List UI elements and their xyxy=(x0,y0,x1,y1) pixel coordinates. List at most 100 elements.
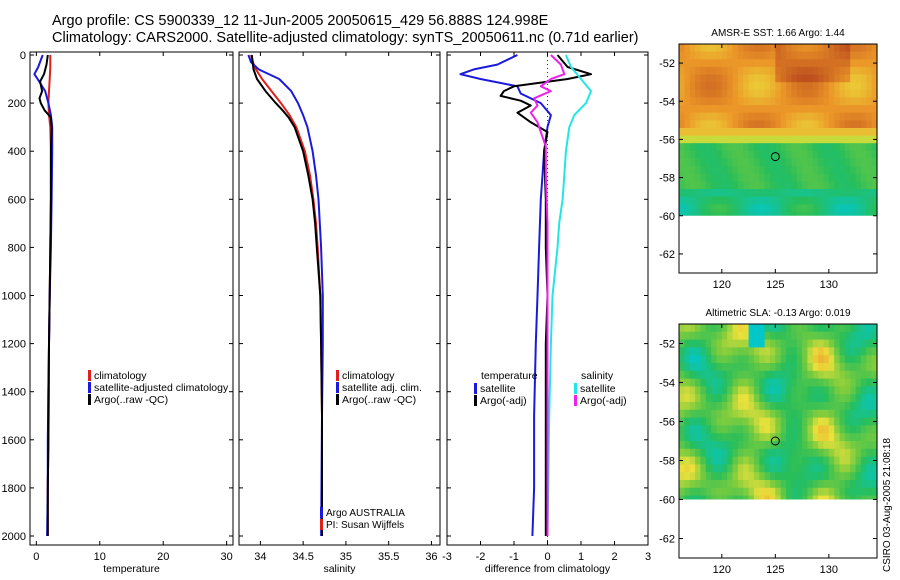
heatmap-cell xyxy=(796,196,803,205)
heatmap-cell xyxy=(834,417,841,426)
heatmap-cell xyxy=(743,166,750,175)
heatmap-cell xyxy=(866,480,873,489)
heatmap-cell xyxy=(850,433,857,442)
heatmap-cell xyxy=(721,189,728,198)
heatmap-cell xyxy=(732,425,739,434)
heatmap-cell xyxy=(743,370,750,380)
y-tick-label: -56 xyxy=(659,417,675,429)
heatmap-cell xyxy=(775,472,782,481)
heatmap-cell xyxy=(855,189,862,198)
heatmap-cell xyxy=(689,204,696,213)
heatmap-cell xyxy=(700,150,707,160)
heatmap-cell xyxy=(780,456,787,465)
heatmap-cell xyxy=(850,143,857,152)
legend-swatch xyxy=(336,370,339,381)
heatmap-cell xyxy=(818,196,825,205)
heatmap-cell xyxy=(695,464,702,473)
heatmap-cell xyxy=(700,173,707,182)
heatmap-cell xyxy=(823,386,830,395)
heatmap-cell xyxy=(860,370,867,380)
heatmap-cell xyxy=(823,331,830,341)
heatmap-cell xyxy=(860,363,867,372)
heatmap-cell xyxy=(834,347,841,356)
heatmap-cell xyxy=(770,120,776,129)
heatmap-cell xyxy=(780,433,787,442)
heatmap-cell xyxy=(796,417,803,426)
heatmap-cell xyxy=(679,324,685,333)
heatmap-cell xyxy=(679,196,685,205)
heatmap-cell xyxy=(812,448,819,458)
heatmap-cell xyxy=(871,143,878,152)
heatmap-cell xyxy=(737,44,744,53)
heatmap-cell xyxy=(753,324,760,333)
heatmap-cell xyxy=(807,394,814,403)
heatmap-cell xyxy=(802,339,809,348)
heatmap-cell xyxy=(732,82,739,91)
heatmap-cell xyxy=(748,347,755,356)
heatmap-cell xyxy=(844,441,851,450)
heatmap-cell xyxy=(850,480,857,489)
x-tick-label: 0 xyxy=(544,551,550,563)
heatmap-cell xyxy=(721,82,728,91)
heatmap-cell xyxy=(807,66,814,76)
heatmap-cell xyxy=(839,166,846,175)
heatmap-cell xyxy=(759,355,766,364)
heatmap-cell xyxy=(700,448,707,458)
heatmap-cell xyxy=(684,394,691,403)
heatmap-cell xyxy=(866,82,873,91)
heatmap-cell xyxy=(711,120,718,129)
heatmap-cell xyxy=(802,355,809,364)
y-tick-label: -56 xyxy=(659,134,675,146)
heatmap-cell xyxy=(727,378,734,387)
heatmap-cell xyxy=(828,112,835,121)
heatmap-cell xyxy=(780,331,787,341)
heatmap-cell xyxy=(860,44,867,53)
heatmap-cell xyxy=(796,44,803,53)
heatmap-cell xyxy=(743,347,750,356)
heatmap-cell xyxy=(743,464,750,473)
heatmap-cell xyxy=(823,402,830,411)
heatmap-cell xyxy=(834,97,841,106)
heatmap-cell xyxy=(812,196,819,205)
heatmap-cell xyxy=(839,386,846,395)
heatmap-cell xyxy=(866,189,873,198)
heatmap-cell xyxy=(839,44,846,53)
heatmap-cell xyxy=(802,456,809,465)
heatmap-cell xyxy=(732,181,739,190)
heatmap-cell xyxy=(818,324,825,333)
heatmap-cell xyxy=(753,97,760,106)
heatmap-cell xyxy=(759,173,766,182)
heatmap-cell xyxy=(721,181,728,190)
heatmap-cell xyxy=(721,433,728,442)
heatmap-cell xyxy=(807,378,814,387)
heatmap-cell xyxy=(748,112,755,121)
heatmap-cell xyxy=(732,59,739,68)
heatmap-cell xyxy=(796,89,803,98)
heatmap-cell xyxy=(743,143,750,152)
heatmap-cell xyxy=(866,150,873,160)
heatmap-cell xyxy=(689,363,696,372)
heatmap-cell xyxy=(834,143,841,152)
heatmap-cell xyxy=(807,324,814,333)
heatmap-cell xyxy=(860,433,867,442)
heatmap-cell xyxy=(786,82,792,91)
heatmap-cell xyxy=(711,441,718,450)
heatmap-cell xyxy=(705,59,712,68)
heatmap-cell xyxy=(802,425,809,434)
heatmap-cell xyxy=(807,347,814,356)
heatmap-cell xyxy=(839,150,846,160)
heatmap-cell xyxy=(711,378,718,387)
heatmap-cell xyxy=(721,370,728,380)
heatmap-cell xyxy=(705,324,712,333)
heatmap-cell xyxy=(727,324,734,333)
heatmap-cell xyxy=(711,347,718,356)
heatmap-cell xyxy=(823,158,830,167)
heatmap-cell xyxy=(770,378,776,387)
heatmap-cell xyxy=(695,196,702,205)
heatmap-cell xyxy=(711,472,718,481)
heatmap-cell xyxy=(839,66,846,76)
heatmap-cell xyxy=(834,135,841,144)
heatmap-cell xyxy=(850,472,857,481)
heatmap-cell xyxy=(834,166,841,175)
